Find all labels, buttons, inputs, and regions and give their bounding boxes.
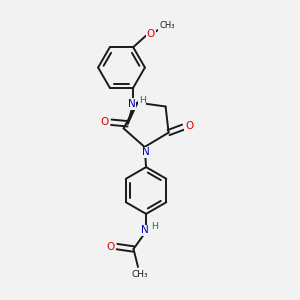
Text: N: N	[128, 99, 136, 109]
Text: N: N	[141, 225, 148, 236]
Text: H: H	[151, 222, 158, 231]
Text: O: O	[147, 29, 155, 39]
Text: O: O	[185, 121, 193, 131]
Text: CH₃: CH₃	[159, 21, 175, 30]
Text: H: H	[139, 96, 146, 105]
Text: N: N	[142, 147, 150, 158]
Text: O: O	[106, 242, 115, 252]
Text: O: O	[100, 117, 109, 127]
Text: CH₃: CH₃	[131, 270, 148, 279]
